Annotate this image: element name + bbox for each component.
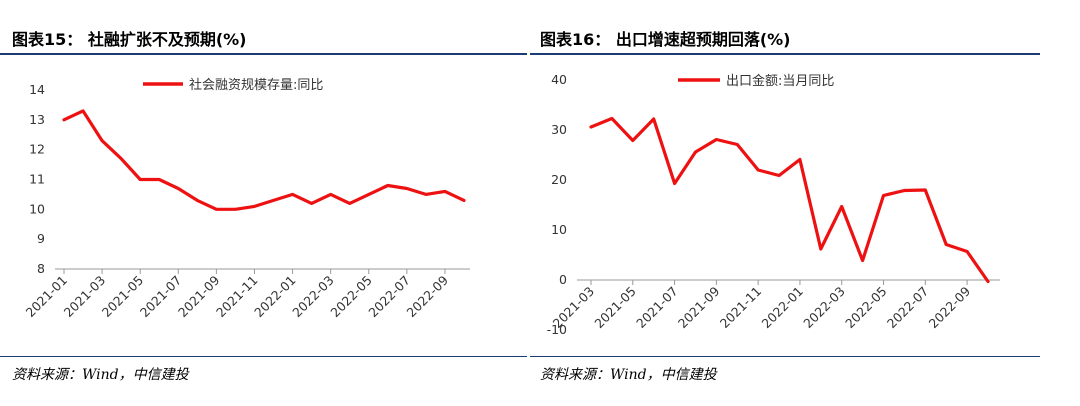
series-line xyxy=(589,116,990,284)
y-tick-label: 10 xyxy=(551,222,567,237)
x-tick-label: 2021-09 xyxy=(675,283,723,331)
legend-label: 社会融资规模存量:同比 xyxy=(189,77,323,93)
y-tick-label: 11 xyxy=(29,172,45,187)
y-tick-label: 14 xyxy=(29,82,45,97)
title-divider xyxy=(530,53,1040,55)
y-tick-label: 10 xyxy=(29,201,45,216)
y-tick-label: 12 xyxy=(29,142,45,157)
x-tick-label: 2022-09 xyxy=(404,272,452,320)
x-tick-label: 2022-01 xyxy=(759,284,807,332)
series-line xyxy=(62,109,466,211)
x-tick-label: 2022-03 xyxy=(800,284,848,332)
source-divider xyxy=(530,356,1040,357)
x-tick-label: 2021-03 xyxy=(550,284,598,332)
y-tick-label: 20 xyxy=(551,172,567,187)
x-tick-label: 2022-05 xyxy=(842,284,890,332)
y-tick-label: 0 xyxy=(559,272,567,287)
y-tick-label: -10 xyxy=(547,322,567,337)
y-tick-label: 40 xyxy=(551,72,567,87)
y-tick-label: 30 xyxy=(551,122,567,137)
x-tick-label: 2022-07 xyxy=(884,284,932,332)
chart-panel-social-financing: 图表15： 社融扩张不及预期(%) 8 9 10 11 12 13 14 2021-01 202… xyxy=(0,0,527,406)
source-note: 资料来源：Wind，中信建投 xyxy=(12,367,189,383)
chart-panel-exports: 图表16： 出口增速超预期回落(%) -10 0 10 20 30 40 2021-03 20… xyxy=(530,0,1080,406)
chart-title: 图表15： 社融扩张不及预期(%) xyxy=(12,30,247,49)
chart-title: 图表16： 出口增速超预期回落(%) xyxy=(540,30,791,49)
legend-label: 出口金额:当月同比 xyxy=(726,73,834,89)
source-note: 资料来源：Wind，中信建投 xyxy=(540,367,717,383)
title-divider xyxy=(0,53,527,55)
y-tick-label: 9 xyxy=(37,231,45,246)
x-tick-label: 2021-11 xyxy=(717,284,765,332)
x-tick-label: 2021-07 xyxy=(633,284,681,332)
exports-line-chart: -10 0 10 20 30 40 2021-032021-052021-072021-09… xyxy=(547,72,1000,337)
y-tick-label: 13 xyxy=(29,112,45,127)
social-financing-line-chart: 8910111213142021-012021-032021-052021-07… xyxy=(23,77,470,320)
x-tick-label: 2022-09 xyxy=(926,283,974,331)
y-tick-label: 8 xyxy=(37,261,45,276)
source-divider xyxy=(0,356,527,357)
x-tick-label: 2021-05 xyxy=(591,284,639,332)
